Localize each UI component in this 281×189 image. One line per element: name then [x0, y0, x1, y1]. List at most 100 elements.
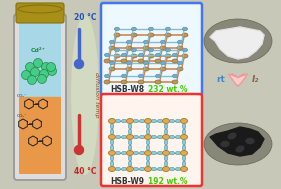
Ellipse shape	[162, 167, 169, 171]
Ellipse shape	[140, 119, 144, 123]
Ellipse shape	[162, 135, 169, 139]
Ellipse shape	[158, 135, 163, 139]
Ellipse shape	[115, 119, 121, 123]
Ellipse shape	[182, 129, 186, 134]
Ellipse shape	[148, 33, 154, 37]
Ellipse shape	[166, 27, 171, 31]
Ellipse shape	[144, 40, 148, 44]
Ellipse shape	[105, 74, 110, 78]
Ellipse shape	[160, 46, 166, 50]
Ellipse shape	[115, 167, 121, 171]
Circle shape	[74, 146, 83, 154]
Ellipse shape	[128, 140, 132, 145]
Ellipse shape	[121, 80, 127, 84]
Ellipse shape	[122, 151, 126, 155]
Ellipse shape	[126, 150, 133, 156]
FancyBboxPatch shape	[14, 14, 66, 180]
Ellipse shape	[176, 135, 181, 139]
FancyBboxPatch shape	[101, 3, 202, 95]
Ellipse shape	[110, 156, 114, 161]
Ellipse shape	[128, 124, 132, 129]
Ellipse shape	[177, 67, 183, 71]
Circle shape	[74, 60, 83, 68]
Ellipse shape	[18, 5, 62, 13]
Ellipse shape	[122, 135, 126, 139]
Ellipse shape	[165, 33, 171, 37]
Ellipse shape	[173, 74, 178, 78]
Ellipse shape	[146, 145, 150, 150]
Circle shape	[40, 70, 49, 78]
Ellipse shape	[109, 46, 115, 50]
Circle shape	[28, 75, 37, 84]
Ellipse shape	[176, 151, 181, 155]
Ellipse shape	[144, 61, 148, 65]
Ellipse shape	[108, 119, 115, 123]
Ellipse shape	[144, 150, 151, 156]
Ellipse shape	[146, 124, 150, 129]
Ellipse shape	[132, 48, 137, 52]
Ellipse shape	[128, 129, 132, 134]
Ellipse shape	[115, 135, 121, 139]
Text: CO₂⁻: CO₂⁻	[17, 94, 27, 98]
Ellipse shape	[140, 167, 144, 171]
Circle shape	[33, 59, 42, 67]
FancyBboxPatch shape	[16, 3, 64, 23]
Ellipse shape	[126, 67, 132, 71]
Ellipse shape	[132, 27, 137, 31]
Ellipse shape	[162, 150, 169, 156]
Ellipse shape	[128, 145, 132, 150]
Ellipse shape	[71, 15, 99, 175]
Text: 20 °C: 20 °C	[74, 12, 96, 22]
Ellipse shape	[151, 167, 157, 171]
Ellipse shape	[110, 161, 114, 166]
Ellipse shape	[121, 59, 127, 63]
Ellipse shape	[126, 135, 133, 139]
Circle shape	[47, 67, 56, 75]
Ellipse shape	[180, 150, 187, 156]
Ellipse shape	[155, 74, 160, 78]
Ellipse shape	[146, 140, 150, 145]
Ellipse shape	[178, 40, 182, 44]
Text: HSB-W9: HSB-W9	[110, 177, 144, 185]
Text: 192 wt.%: 192 wt.%	[148, 177, 187, 185]
Ellipse shape	[164, 161, 168, 166]
Ellipse shape	[246, 139, 254, 143]
Ellipse shape	[133, 167, 139, 171]
Ellipse shape	[180, 167, 187, 171]
Ellipse shape	[182, 27, 187, 31]
Ellipse shape	[182, 33, 188, 37]
Ellipse shape	[182, 140, 186, 145]
Ellipse shape	[169, 119, 175, 123]
Ellipse shape	[158, 119, 163, 123]
Ellipse shape	[228, 133, 236, 139]
Ellipse shape	[133, 119, 139, 123]
Ellipse shape	[173, 53, 178, 57]
Text: 232 wt.%: 232 wt.%	[148, 85, 187, 94]
Ellipse shape	[164, 124, 168, 129]
Ellipse shape	[114, 27, 119, 31]
Circle shape	[42, 63, 51, 71]
Text: I₂: I₂	[251, 74, 259, 84]
Circle shape	[31, 67, 40, 77]
Ellipse shape	[110, 61, 114, 65]
Ellipse shape	[236, 146, 244, 152]
Ellipse shape	[182, 48, 187, 52]
Ellipse shape	[110, 140, 114, 145]
Ellipse shape	[146, 156, 150, 161]
Circle shape	[46, 63, 56, 71]
Ellipse shape	[110, 40, 114, 44]
Ellipse shape	[143, 46, 149, 50]
Circle shape	[37, 74, 46, 84]
Circle shape	[26, 63, 35, 71]
Ellipse shape	[164, 145, 168, 150]
Ellipse shape	[172, 59, 178, 63]
Ellipse shape	[109, 67, 115, 71]
Ellipse shape	[180, 135, 187, 139]
Ellipse shape	[221, 142, 229, 146]
Ellipse shape	[166, 48, 171, 52]
Ellipse shape	[140, 151, 144, 155]
Text: 40 °C: 40 °C	[74, 167, 96, 176]
Ellipse shape	[151, 119, 157, 123]
Ellipse shape	[122, 119, 126, 123]
Ellipse shape	[143, 67, 149, 71]
